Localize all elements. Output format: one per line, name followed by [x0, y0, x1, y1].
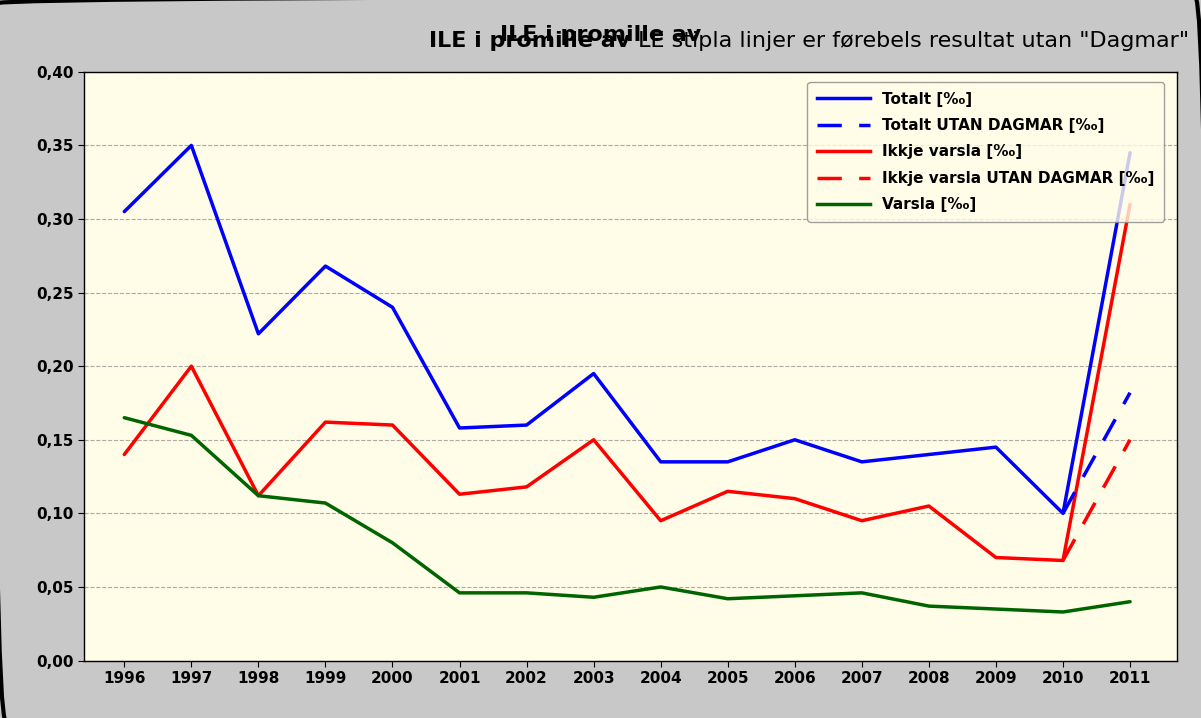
Text: LE stipla linjer er førebels resultat utan "Dagmar": LE stipla linjer er førebels resultat ut…	[631, 31, 1189, 51]
Text: ILE i promille av: ILE i promille av	[429, 31, 631, 51]
Legend: Totalt [‰], Totalt UTAN DAGMAR [‰], Ikkje varsla [‰], Ikkje varsla UTAN DAGMAR [: Totalt [‰], Totalt UTAN DAGMAR [‰], Ikkj…	[807, 83, 1164, 222]
Text: ILE i promille av: ILE i promille av	[500, 25, 701, 45]
